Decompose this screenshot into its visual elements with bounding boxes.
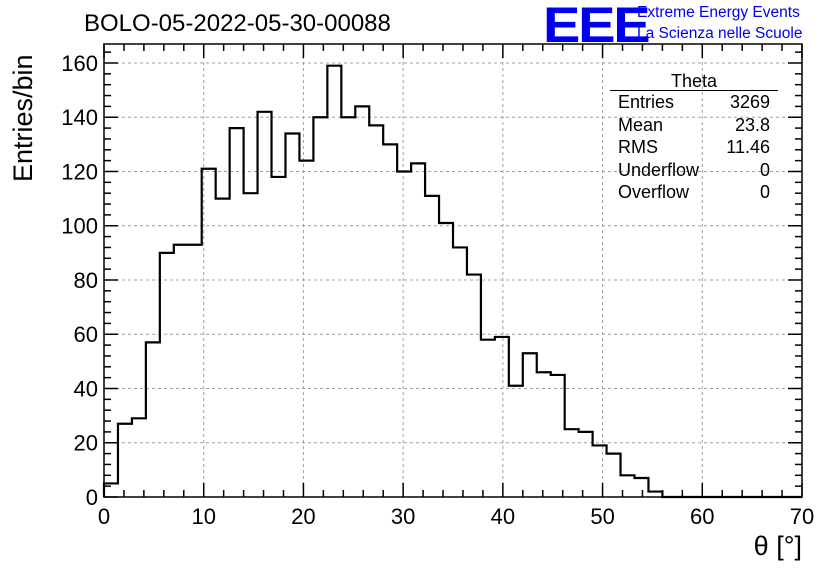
chart-title: BOLO-05-2022-05-30-00088 xyxy=(84,10,391,37)
tick-labels: 0 10 20 30 40 50 60 70 0 20 40 60 80 100 120 140 160 xyxy=(61,51,814,529)
histogram-bin xyxy=(230,128,244,497)
histogram-bin xyxy=(439,223,453,497)
axes-frame xyxy=(103,43,803,498)
stats-value: 3269 xyxy=(729,92,770,112)
x-tick-label: 20 xyxy=(291,504,315,529)
x-tick-label: 60 xyxy=(690,504,714,529)
histogram-bin xyxy=(327,66,341,497)
x-tick-label: 40 xyxy=(491,504,515,529)
logo-subtitle-1: Extreme Energy Events xyxy=(637,4,800,21)
x-axis-label: θ [°] xyxy=(753,531,802,561)
histogram-bin xyxy=(299,161,313,497)
stats-label: Underflow xyxy=(618,159,700,180)
histogram-bin xyxy=(383,144,397,497)
histogram-bin xyxy=(146,342,160,497)
histogram-bin xyxy=(369,125,383,497)
x-tick-label: 50 xyxy=(590,504,614,529)
plot-frame xyxy=(103,43,803,498)
histogram-bin xyxy=(160,253,174,497)
stats-box: Theta Entries 3269 Mean 23.8 RMS 11.46 U… xyxy=(610,70,778,204)
histogram-bin xyxy=(593,445,607,497)
x-tick-label: 10 xyxy=(191,504,215,529)
histogram-bars xyxy=(102,64,802,499)
histogram-bin xyxy=(272,177,286,497)
histogram-bin xyxy=(425,196,439,497)
tick-marks xyxy=(103,44,803,498)
histogram-bin xyxy=(481,340,495,497)
x-tick-label: 70 xyxy=(790,504,814,529)
histogram-bin xyxy=(411,163,425,497)
y-tick-label: 0 xyxy=(86,485,98,510)
stats-row-rms: RMS 11.46 xyxy=(610,136,778,159)
stats-label: RMS xyxy=(618,137,658,157)
y-tick-label: 100 xyxy=(61,214,98,239)
stats-value: 11.46 xyxy=(726,137,770,157)
histogram-bin xyxy=(355,106,369,497)
stats-title: Theta xyxy=(610,70,778,91)
y-tick-label: 80 xyxy=(74,268,98,293)
histogram-bin xyxy=(244,193,258,497)
x-tick-label: 0 xyxy=(98,504,110,529)
y-tick-label: 40 xyxy=(74,376,98,401)
stats-label: Entries xyxy=(618,92,675,112)
histogram-bin xyxy=(118,424,132,497)
stats-label: Overflow xyxy=(618,182,690,202)
histogram-bin xyxy=(551,375,565,497)
stats-value: 0 xyxy=(759,159,770,180)
y-tick-label: 120 xyxy=(61,159,98,184)
histogram-bin xyxy=(313,117,327,497)
histogram-bin xyxy=(579,432,593,497)
histogram-bin xyxy=(216,199,230,497)
stats-value: 23.8 xyxy=(734,114,770,135)
histogram-bin xyxy=(607,454,621,497)
y-tick-label: 140 xyxy=(61,105,98,130)
histogram-bin xyxy=(509,386,523,497)
histogram-outline xyxy=(102,64,802,499)
histogram-bin xyxy=(188,245,202,497)
logo-subtitle-2: La Scienza nelle Scuole xyxy=(637,25,803,42)
stats-row-mean: Mean 23.8 xyxy=(610,114,778,137)
histogram-bin xyxy=(537,372,551,497)
histogram-bin xyxy=(467,275,481,497)
histogram-bin xyxy=(634,478,648,497)
stats-row-overflow: Overflow 0 xyxy=(610,181,778,204)
y-tick-label: 60 xyxy=(74,322,98,347)
histogram-bin xyxy=(453,247,467,497)
y-axis-label: Entries/bin xyxy=(8,54,38,182)
histogram-bin xyxy=(523,353,537,497)
histogram-bin xyxy=(495,337,509,497)
histogram-bin xyxy=(258,112,272,497)
x-tick-label: 30 xyxy=(391,504,415,529)
y-tick-label: 20 xyxy=(74,431,98,456)
stats-row-entries: Entries 3269 xyxy=(610,91,778,114)
histogram-bin xyxy=(341,117,355,497)
y-tick-label: 160 xyxy=(61,51,98,76)
eee-logo: EEE xyxy=(543,0,651,53)
stats-value: 0 xyxy=(759,182,770,202)
histogram-bin xyxy=(132,418,146,497)
stats-row-underflow: Underflow 0 xyxy=(610,159,778,182)
histogram-bin xyxy=(174,245,188,497)
histogram-bin xyxy=(565,429,579,497)
stats-label: Mean xyxy=(618,114,664,135)
